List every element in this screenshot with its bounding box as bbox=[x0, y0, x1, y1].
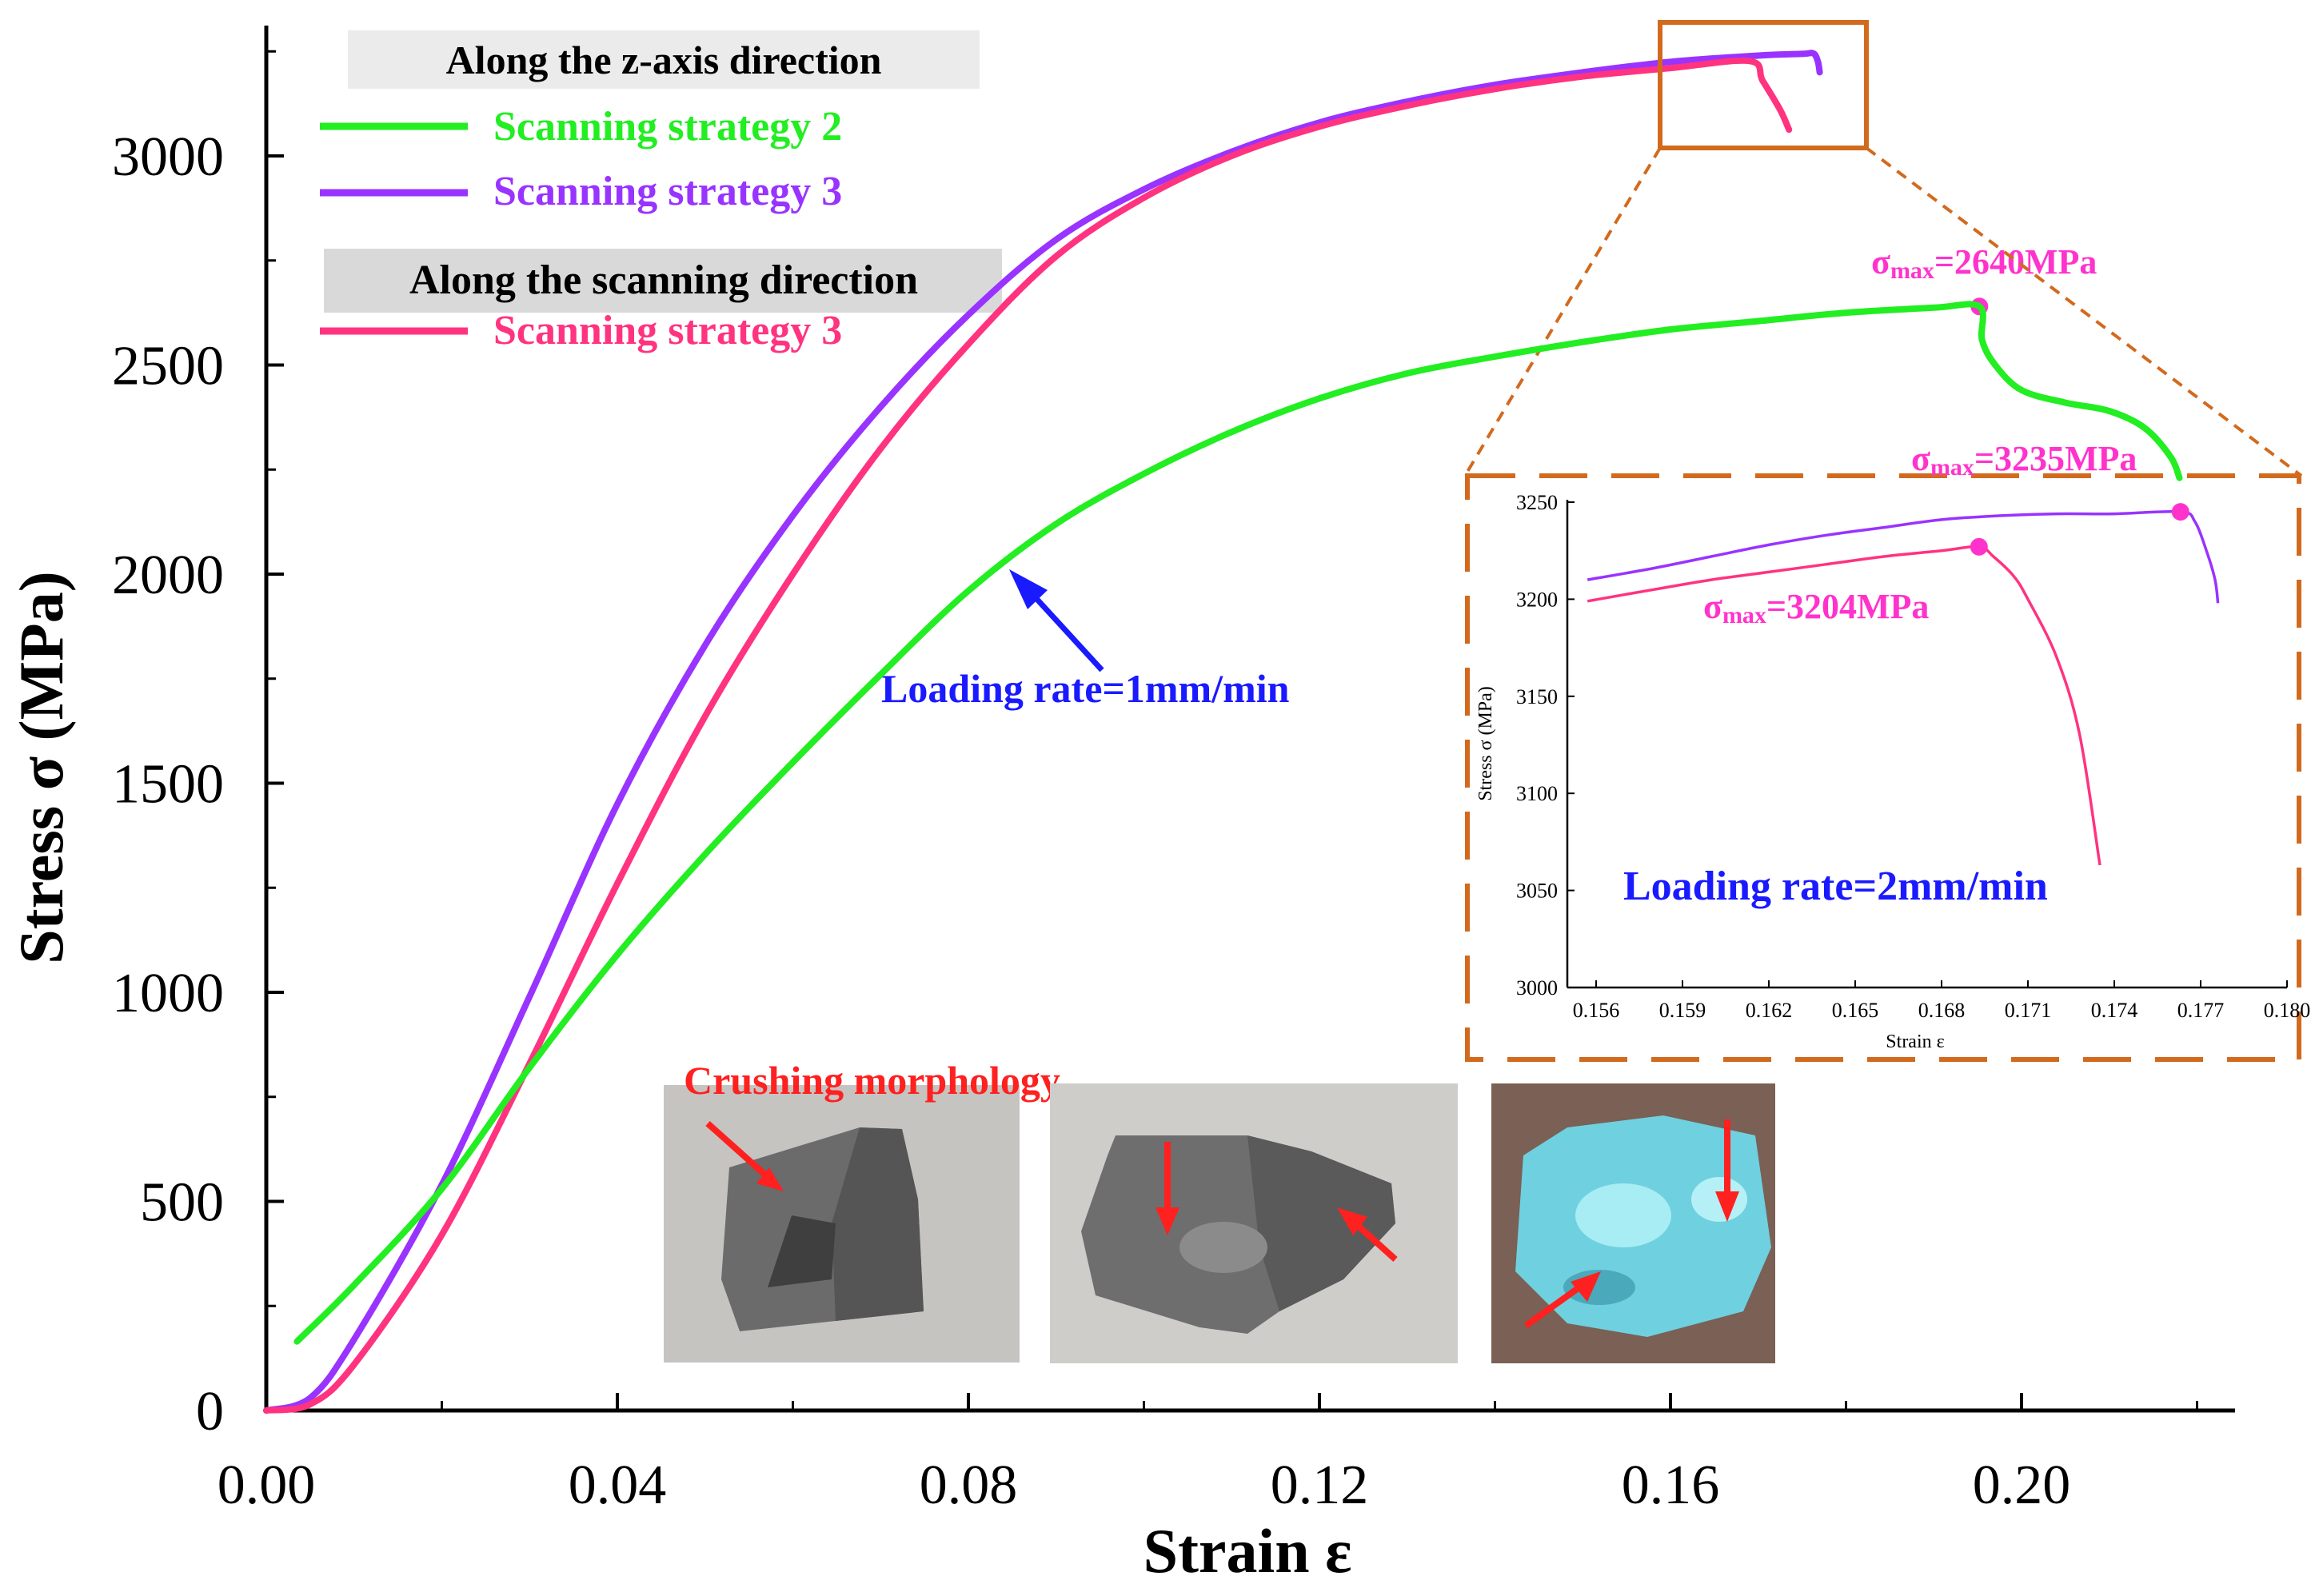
inset-y-tick-label: 3250 bbox=[1516, 491, 1558, 514]
legend-header-scanning: Along the scanning direction bbox=[409, 257, 918, 303]
inset-x-tick-label: 0.171 bbox=[2005, 999, 2052, 1022]
zoom-box bbox=[1658, 20, 1869, 150]
loading-rate-arrowhead bbox=[1009, 569, 1048, 609]
inset-x-tick-label: 0.165 bbox=[1832, 999, 1879, 1022]
zoom-connector-right bbox=[1865, 146, 2303, 477]
inset-y-tick-label: 3100 bbox=[1516, 782, 1558, 805]
main-axes: 0.00 0.04 0.08 0.12 0.16 0.20 0 500 1000 1500 200… bbox=[6, 26, 2235, 1586]
main-y-tick-label: 3000 bbox=[112, 126, 224, 188]
inset-x-tick-label: 0.180 bbox=[2264, 999, 2311, 1022]
inset-x-tick-label: 0.174 bbox=[2091, 999, 2138, 1022]
main-y-tick-label: 1000 bbox=[112, 963, 224, 1024]
series-line-inset-purple bbox=[1587, 509, 2220, 604]
photo-2-arrowhead-diag bbox=[1337, 1207, 1367, 1235]
inset-panel: 0.156 0.159 0.162 0.165 0.168 0.171 0.174 0.177… bbox=[1465, 473, 2311, 1062]
main-x-axis-label: Strain ε bbox=[1144, 1516, 1352, 1586]
photo-2-fracture bbox=[1179, 1222, 1267, 1273]
inset-series-group bbox=[1587, 509, 2220, 866]
legend-label-purple: Scanning strategy 3 bbox=[493, 169, 842, 214]
photo-3-arrowhead-diag bbox=[1571, 1271, 1601, 1302]
main-x-tick-label: 0.20 bbox=[1973, 1454, 2071, 1516]
main-y-axis-label: Stress σ (MPa) bbox=[6, 571, 76, 964]
series-line-inset-pink bbox=[1587, 545, 2101, 866]
main-y-tick-label: 1500 bbox=[112, 754, 224, 816]
inset-y-tick-label: 3050 bbox=[1516, 880, 1558, 903]
inset-x-tick-label: 0.168 bbox=[1918, 999, 1966, 1022]
inset-x-tick-label: 0.162 bbox=[1746, 999, 1793, 1022]
annotation-sigma-2640: σmax=2640MPa bbox=[1871, 242, 2097, 284]
inset-y-ticks: 3000 3050 3100 3150 3200 3250 bbox=[1516, 491, 1575, 999]
inset-y-tick-label: 3000 bbox=[1516, 976, 1558, 999]
annotation-crushing-morphology: Crushing morphology bbox=[684, 1058, 1060, 1103]
photo-3-highlight bbox=[1575, 1183, 1671, 1247]
legend-label-pink: Scanning strategy 3 bbox=[493, 308, 842, 353]
inset-y-tick-label: 3200 bbox=[1516, 588, 1558, 611]
inset-y-axis-label: Stress σ (MPa) bbox=[1475, 686, 1496, 801]
specimen-photo-3 bbox=[1491, 1083, 1775, 1363]
photo-3-arrow-diag bbox=[1523, 1284, 1582, 1329]
series-line-purple bbox=[263, 50, 1823, 1414]
inset-purple-peak-marker bbox=[2171, 503, 2189, 521]
series-line-pink bbox=[263, 57, 1793, 1414]
legend-header-z-axis: Along the z-axis direction bbox=[446, 38, 882, 82]
main-y-tick-label: 2500 bbox=[112, 336, 224, 397]
legend: Along the z-axis direction Scanning stra… bbox=[320, 30, 1002, 353]
legend-header-bg-2 bbox=[324, 249, 1002, 313]
inset-y-tick-label: 3150 bbox=[1516, 685, 1558, 708]
main-y-tick-label: 0 bbox=[196, 1381, 224, 1442]
inset-frame bbox=[1465, 473, 2301, 1062]
main-y-tick-label: 500 bbox=[140, 1172, 224, 1234]
main-x-tick-label: 0.12 bbox=[1271, 1454, 1369, 1516]
photo-1-specimen-face bbox=[832, 1127, 924, 1321]
photo-3-arrowhead-down bbox=[1715, 1191, 1739, 1222]
photo-1-arrowhead bbox=[756, 1167, 784, 1191]
main-x-ticks: 0.00 0.04 0.08 0.12 0.16 0.20 bbox=[218, 1393, 2198, 1516]
main-y-ticks: 0 500 1000 1500 2000 2500 3000 bbox=[112, 50, 284, 1442]
photo-2-arrowhead-down bbox=[1156, 1207, 1179, 1235]
main-x-tick-label: 0.04 bbox=[569, 1454, 667, 1516]
annotation-loading-rate-1: Loading rate=1mm/min bbox=[881, 666, 1290, 711]
photo-1-shadow bbox=[768, 1215, 836, 1287]
inset-x-tick-label: 0.159 bbox=[1659, 999, 1706, 1022]
specimen-photo-1 bbox=[664, 1085, 1020, 1363]
annotation-loading-rate-2: Loading rate=2mm/min bbox=[1623, 864, 2048, 909]
legend-label-green: Scanning strategy 2 bbox=[493, 104, 842, 150]
main-series-group bbox=[263, 50, 1823, 1414]
photo-2-specimen-face bbox=[1247, 1135, 1395, 1311]
legend-header-bg bbox=[348, 30, 980, 89]
photo-1-arrow bbox=[705, 1121, 770, 1179]
green-tail-group bbox=[293, 301, 2183, 1345]
main-x-tick-label: 0.00 bbox=[218, 1454, 316, 1516]
specimen-photo-2 bbox=[1050, 1083, 1458, 1363]
loading-rate-arrow bbox=[1029, 591, 1104, 672]
inset-x-tick-label: 0.156 bbox=[1573, 999, 1620, 1022]
main-x-tick-label: 0.16 bbox=[1622, 1454, 1720, 1516]
inset-x-ticks: 0.156 0.159 0.162 0.165 0.168 0.171 0.174 0.177… bbox=[1573, 980, 2311, 1022]
series-line-green bbox=[293, 301, 2183, 1345]
zoom-connector-left bbox=[1466, 146, 1662, 473]
inset-x-tick-label: 0.177 bbox=[2177, 999, 2225, 1022]
annotation-sigma-3235: σmax=3235MPa bbox=[1911, 439, 2137, 481]
inset-x-axis-label: Strain ε bbox=[1886, 1031, 1944, 1052]
main-y-tick-label: 2000 bbox=[112, 545, 224, 606]
main-x-tick-label: 0.08 bbox=[920, 1454, 1018, 1516]
photo-2-arrow-diag bbox=[1353, 1221, 1398, 1262]
inset-pink-peak-marker bbox=[1970, 537, 1988, 556]
annotation-sigma-3204: σmax=3204MPa bbox=[1703, 587, 1929, 628]
